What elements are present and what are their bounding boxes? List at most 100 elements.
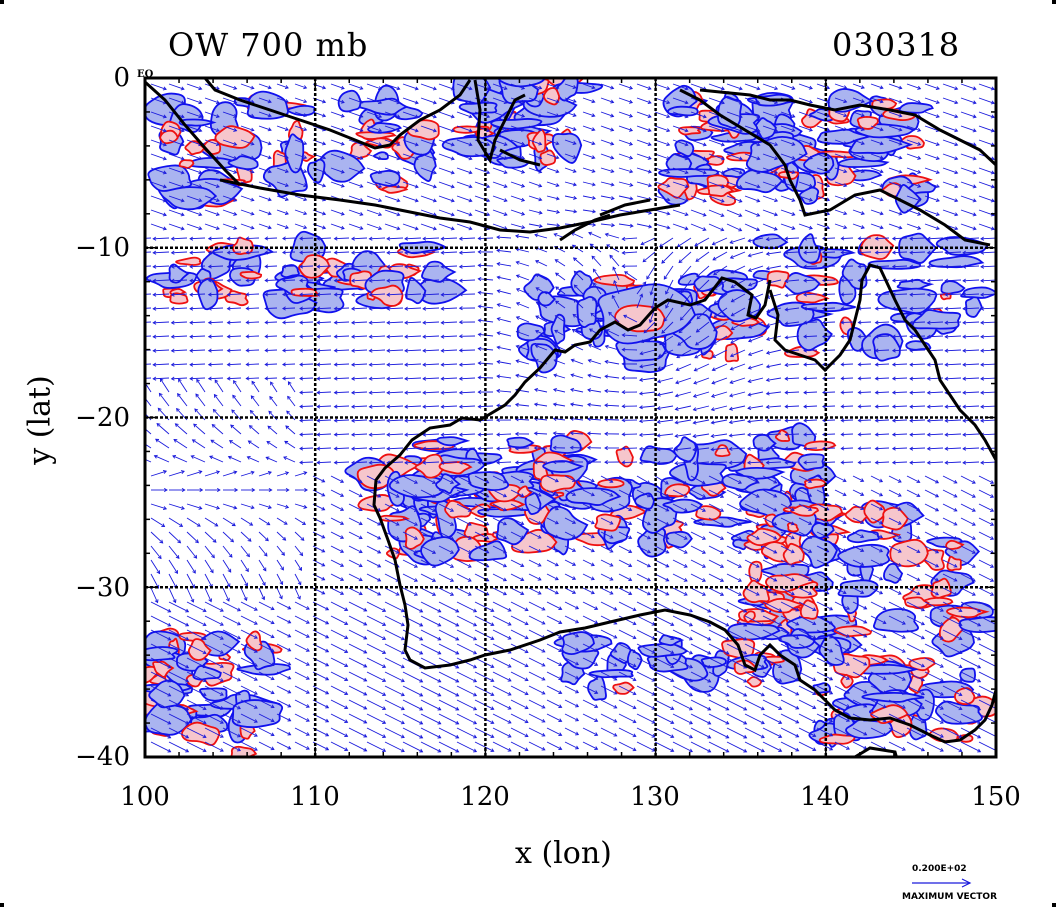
- wind-vector: [404, 391, 422, 394]
- wind-vector: [528, 671, 546, 681]
- wind-vector: [497, 303, 512, 309]
- wind-vector-head: [162, 212, 167, 217]
- wind-vector: [240, 83, 254, 89]
- wind-vector-head: [573, 195, 578, 200]
- wind-vector: [246, 265, 260, 268]
- wind-vector: [696, 321, 710, 333]
- wind-vector: [997, 518, 1011, 525]
- wind-vector: [330, 97, 345, 104]
- wind-vector: [404, 293, 422, 296]
- wind-vector: [730, 237, 746, 244]
- wind-vector: [708, 125, 725, 132]
- wind-vector: [330, 125, 345, 132]
- contour-blob: [420, 536, 460, 567]
- wind-vector-head: [621, 333, 626, 338]
- wind-vector: [822, 461, 836, 464]
- wind-vector: [186, 545, 197, 559]
- wind-vector-head: [226, 306, 231, 311]
- wind-vector-head: [756, 227, 761, 232]
- wind-vector: [186, 111, 202, 118]
- wind-vector: [492, 153, 508, 160]
- contour-blob: [837, 543, 890, 568]
- wind-vector: [168, 125, 185, 132]
- wind-vector: [299, 293, 314, 296]
- wind-vector: [222, 615, 241, 626]
- wind-vector: [369, 321, 386, 324]
- contour-blob: [960, 286, 996, 299]
- wind-vector: [696, 307, 710, 320]
- wind-vector: [803, 391, 818, 394]
- wind-vector-head: [267, 99, 272, 104]
- wind-vector-head: [843, 183, 848, 188]
- wind-vector-head: [340, 127, 345, 132]
- wind-vector: [510, 209, 525, 216]
- wind-vector: [288, 381, 296, 393]
- wind-vector-head: [267, 197, 272, 202]
- wind-vector: [744, 97, 760, 104]
- wind-vector: [834, 209, 847, 215]
- contour-blob: [145, 646, 179, 662]
- wind-vector-head: [333, 334, 338, 339]
- contour-blob: [871, 98, 898, 110]
- wind-vector-head: [136, 455, 139, 458]
- wind-vector-head: [250, 169, 255, 174]
- wind-vector: [348, 209, 363, 216]
- wind-vector: [348, 545, 363, 553]
- wind-vector-head: [299, 278, 304, 283]
- wind-vector-head: [1014, 609, 1017, 612]
- wind-vector: [927, 433, 944, 436]
- wind-vector-head: [233, 86, 238, 90]
- wind-vector-head: [643, 329, 648, 334]
- wind-vector: [980, 293, 996, 296]
- wind-vector: [906, 195, 921, 202]
- wind-vector-head: [422, 250, 427, 255]
- wind-vector: [841, 237, 854, 240]
- wind-vector: [334, 265, 350, 268]
- wind-vector: [423, 433, 440, 436]
- wind-vector: [496, 461, 512, 464]
- wind-vector: [1015, 126, 1030, 131]
- wind-vector-head: [774, 86, 779, 91]
- wind-vector: [892, 377, 908, 380]
- wind-vector-head: [621, 236, 626, 241]
- wind-vector: [654, 111, 670, 118]
- wind-vector: [1015, 560, 1029, 567]
- wind-vector: [150, 503, 167, 510]
- wind-vector-head: [267, 225, 272, 230]
- wind-vector: [294, 573, 302, 585]
- wind-vector-head: [679, 274, 684, 279]
- wind-vector: [798, 195, 813, 202]
- wind-vector: [191, 455, 206, 463]
- wind-vector: [402, 587, 418, 596]
- contour-blob: [421, 260, 457, 283]
- wind-vector-head: [299, 320, 304, 325]
- wind-vector: [942, 475, 958, 484]
- wind-vector: [708, 83, 725, 90]
- wind-vector: [330, 181, 345, 188]
- wind-vector: [654, 139, 670, 146]
- wind-vector: [726, 167, 743, 174]
- wind-vector: [945, 335, 962, 338]
- wind-vector: [555, 300, 566, 309]
- wind-vector-head: [926, 236, 931, 241]
- wind-vector-head: [521, 183, 526, 188]
- wind-vector-head: [284, 127, 289, 131]
- wind-vector: [708, 139, 725, 146]
- wind-vector: [582, 615, 598, 624]
- wind-vector: [171, 251, 188, 254]
- wind-vector: [366, 559, 381, 568]
- wind-vector: [222, 223, 237, 230]
- wind-vector: [892, 251, 908, 254]
- wind-vector-head: [503, 142, 508, 146]
- okubo-weiss-field: [145, 78, 996, 757]
- wind-vector: [1015, 602, 1034, 612]
- wind-vector-head: [990, 184, 995, 189]
- wind-vector: [546, 125, 559, 131]
- wind-vector-head: [954, 128, 959, 133]
- wind-vector: [186, 167, 202, 174]
- wind-vector-head: [879, 211, 884, 216]
- wind-vector: [960, 209, 977, 216]
- wind-vector: [924, 181, 940, 188]
- wind-vector: [227, 321, 242, 324]
